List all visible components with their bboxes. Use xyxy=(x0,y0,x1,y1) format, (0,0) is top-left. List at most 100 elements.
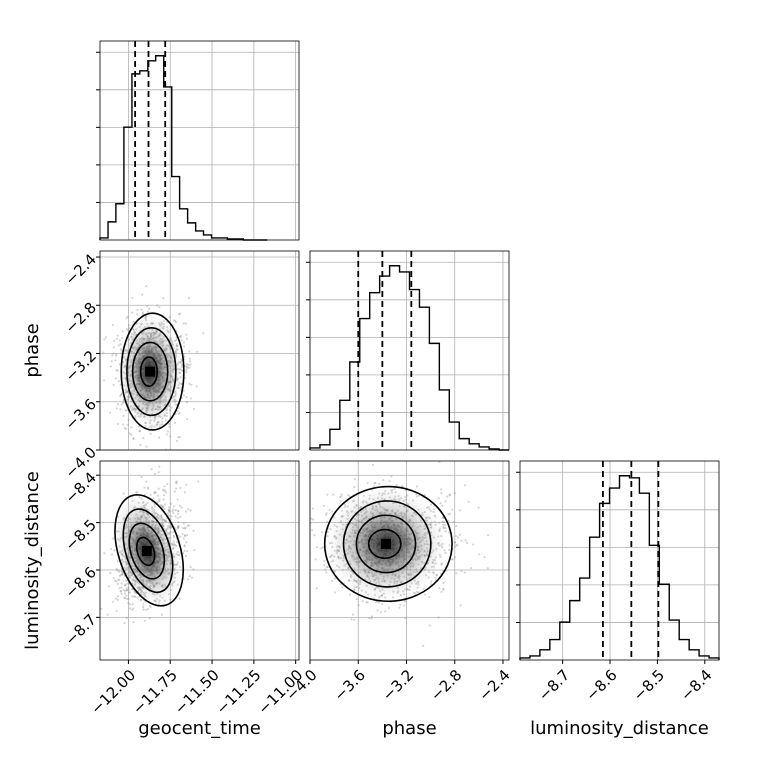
sample-point xyxy=(162,498,165,501)
sample-point xyxy=(188,360,192,363)
sample-point xyxy=(446,495,449,498)
sample-point xyxy=(442,516,445,519)
sample-point xyxy=(168,425,171,428)
sample-point xyxy=(178,335,182,338)
sample-point xyxy=(165,433,168,436)
y-tick-label-phase: −2.8 xyxy=(62,299,100,337)
sample-point xyxy=(350,618,353,621)
sample-point xyxy=(120,592,123,595)
sample-point xyxy=(442,520,445,523)
x-tick-label-geocent_time: −11.50 xyxy=(171,666,223,718)
sample-point xyxy=(453,492,456,495)
hist-panel-geocent_time xyxy=(96,40,300,241)
sample-point xyxy=(125,587,128,590)
sample-point xyxy=(374,454,376,456)
sample-point xyxy=(443,523,447,527)
sample-point xyxy=(125,589,128,592)
sample-point xyxy=(150,468,153,471)
sample-point xyxy=(177,509,180,513)
sample-point xyxy=(192,568,195,571)
sample-point xyxy=(185,396,188,399)
sample-point xyxy=(135,491,138,494)
sample-point xyxy=(149,605,152,609)
sample-point xyxy=(348,495,351,498)
sample-point xyxy=(118,570,121,573)
sample-point xyxy=(301,537,303,539)
sample-point xyxy=(184,510,187,513)
sample-point xyxy=(148,307,151,310)
sample-point xyxy=(170,515,173,518)
sample-point xyxy=(116,568,119,572)
sample-point xyxy=(177,526,180,529)
contour-line xyxy=(122,508,174,594)
sample-point xyxy=(177,512,180,516)
sample-point xyxy=(183,534,187,537)
sample-point xyxy=(153,492,156,495)
sample-point xyxy=(183,491,187,494)
sample-point xyxy=(162,505,165,508)
panel-frame xyxy=(99,460,300,661)
sample-point xyxy=(323,560,326,563)
sample-point xyxy=(439,501,442,505)
sample-point xyxy=(136,490,139,494)
sample-point xyxy=(188,575,191,578)
sample-point xyxy=(428,595,431,599)
y-tick-label-phase: −3.2 xyxy=(62,347,100,385)
sample-point xyxy=(189,509,192,512)
sample-point xyxy=(454,545,457,548)
sample-point xyxy=(114,359,117,362)
sample-point xyxy=(113,579,117,582)
y-axis-label-luminosity_distance: luminosity_distance xyxy=(22,471,43,650)
sample-point xyxy=(136,313,139,316)
sample-point xyxy=(122,588,125,592)
sample-point xyxy=(451,558,454,561)
sample-point xyxy=(186,417,189,421)
sample-point xyxy=(116,582,119,585)
sample-point xyxy=(315,546,319,549)
scatter-panel-phase-luminosity_distance xyxy=(301,454,510,661)
sample-point xyxy=(143,619,147,622)
sample-point xyxy=(464,539,467,542)
sample-point xyxy=(160,613,164,616)
sample-point xyxy=(186,550,189,553)
density-peak xyxy=(145,366,156,377)
sample-point xyxy=(123,583,127,587)
sample-point xyxy=(174,321,178,324)
sample-point xyxy=(168,514,171,517)
sample-point xyxy=(311,528,314,532)
sample-point xyxy=(115,597,118,600)
sample-point xyxy=(172,319,176,322)
sample-point xyxy=(126,315,129,318)
sample-point xyxy=(138,430,142,433)
sample-point xyxy=(202,332,205,335)
sample-point xyxy=(132,437,135,441)
sample-point xyxy=(115,407,118,410)
sample-point xyxy=(320,547,323,550)
sample-point xyxy=(120,582,123,585)
sample-point xyxy=(458,509,461,512)
x-tick-label-phase: −3.2 xyxy=(379,666,417,704)
sample-point xyxy=(175,528,178,531)
sample-point xyxy=(175,480,178,483)
sample-point xyxy=(142,603,145,606)
sample-point xyxy=(158,306,161,309)
sample-point xyxy=(178,504,181,507)
sample-point xyxy=(126,423,129,426)
sample-point xyxy=(168,316,171,319)
sample-point xyxy=(120,573,123,576)
sample-point xyxy=(168,510,171,513)
panel-frame xyxy=(99,250,300,451)
sample-point xyxy=(440,590,443,593)
sample-point xyxy=(145,480,148,483)
contour-line xyxy=(120,312,185,431)
sample-point xyxy=(303,513,305,515)
sample-point xyxy=(454,556,457,559)
sample-point xyxy=(185,337,189,340)
sample-point xyxy=(321,531,324,534)
contour-line xyxy=(128,522,166,580)
density-peak xyxy=(141,546,152,557)
sample-point xyxy=(171,509,174,513)
sample-point xyxy=(351,613,355,616)
sample-point xyxy=(453,541,456,544)
